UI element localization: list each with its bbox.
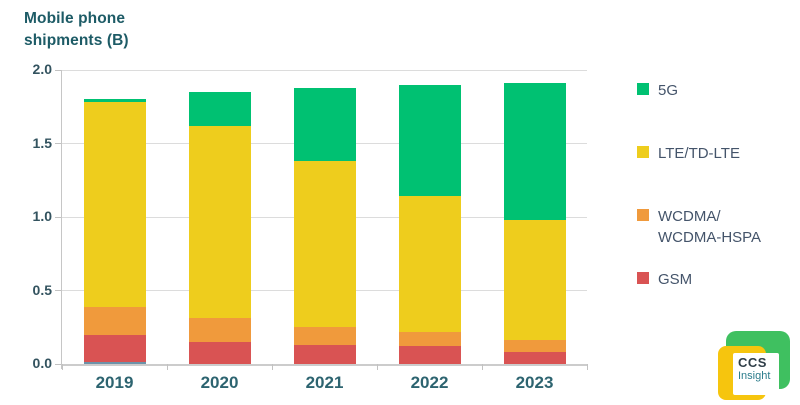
x-tick-1 [166, 364, 168, 370]
x-tick-5 [586, 364, 588, 370]
bar-segment-5g-2021 [293, 87, 356, 162]
bar-segment-gsm-2022 [398, 346, 461, 364]
chart-title: Mobile phone shipments (B) [24, 10, 129, 50]
bar-segment-5g-2020 [188, 92, 251, 126]
bar-segment-gsm-2020 [188, 341, 251, 364]
x-axis-label-2020: 2020 [200, 373, 239, 392]
bar-segment-5g-2022 [398, 84, 461, 197]
y-axis-label-1.5: 1.5 [32, 134, 52, 151]
bar-segment-lte-td-lte-2021 [293, 161, 356, 328]
y-axis-label-0.5: 0.5 [32, 281, 52, 298]
x-axis-line [62, 364, 587, 366]
y-tick-0.0 [55, 363, 62, 365]
x-axis-label-2023: 2023 [515, 373, 554, 392]
y-axis-label-0.0: 0.0 [32, 355, 52, 371]
bar-segment-gsm-2019 [83, 334, 146, 364]
x-tick-2 [271, 364, 273, 370]
x-axis-label-2019: 2019 [95, 373, 134, 392]
x-tick-4 [481, 364, 483, 370]
bar-segment-gsm-2023 [503, 352, 566, 364]
logo-insight-text: Insight [738, 370, 771, 382]
bar-segment-wcdma-wcdma-hspa-2019 [83, 306, 146, 335]
ccs-insight-logo: CCS Insight [716, 330, 792, 400]
bar-segment-wcdma-wcdma-hspa-2023 [503, 340, 566, 353]
bar-segment-wcdma-wcdma-hspa-2020 [188, 318, 251, 342]
y-tick-1.0 [55, 216, 62, 218]
y-tick-0.5 [55, 290, 62, 291]
bar-segment-wcdma-wcdma-hspa-2021 [293, 327, 356, 345]
y-axis-label-1.0: 1.0 [32, 208, 52, 224]
logo-ccs-text: CCS [738, 355, 767, 370]
x-tick-3 [376, 364, 378, 370]
x-axis-label-2021: 2021 [305, 373, 344, 392]
x-axis-label-2022: 2022 [410, 373, 449, 392]
bar-segment-lte-td-lte-2019 [83, 102, 146, 307]
y-tick-1.5 [55, 143, 62, 144]
logo-text-box: CCS Insight [733, 353, 779, 395]
y-axis-line [61, 70, 62, 369]
baseline-sliver-2019 [83, 362, 146, 364]
gridline-2.0 [62, 69, 587, 71]
bar-segment-gsm-2021 [293, 344, 356, 364]
bar-segment-lte-td-lte-2022 [398, 196, 461, 332]
bar-segment-5g-2019 [83, 99, 146, 103]
x-tick-0 [61, 364, 63, 370]
y-axis-label-2.0: 2.0 [32, 61, 52, 77]
bar-segment-wcdma-wcdma-hspa-2022 [398, 331, 461, 347]
y-tick-2.0 [55, 69, 62, 71]
bar-segment-lte-td-lte-2020 [188, 125, 251, 319]
bar-segment-lte-td-lte-2023 [503, 219, 566, 341]
bar-segment-5g-2023 [503, 83, 566, 220]
